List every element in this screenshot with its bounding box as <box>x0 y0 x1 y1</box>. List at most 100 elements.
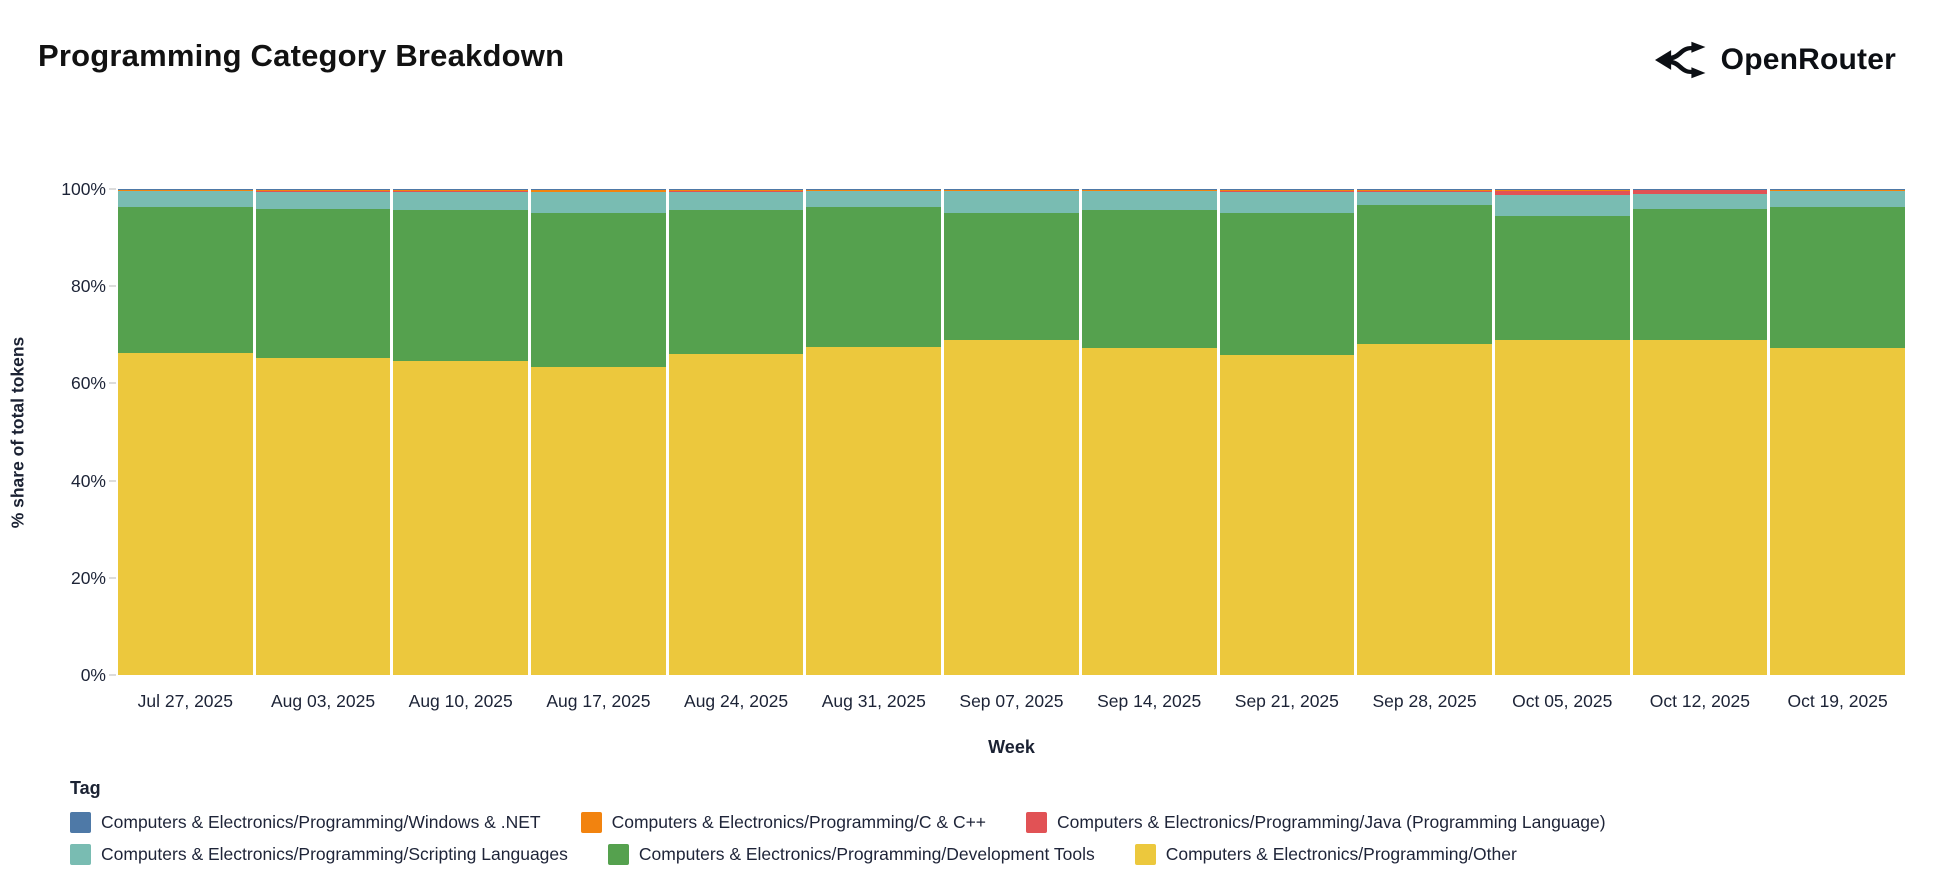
bar-segment[interactable] <box>1770 191 1905 207</box>
x-tick-label: Sep 21, 2025 <box>1234 691 1339 711</box>
y-tick-mark <box>109 576 116 579</box>
bar-segment[interactable] <box>944 339 1079 675</box>
brand-name: OpenRouter <box>1720 43 1896 76</box>
legend-item[interactable]: Computers & Electronics/Programming/Deve… <box>607 844 1095 865</box>
legend-item[interactable]: Computers & Electronics/Programming/Othe… <box>1134 844 1517 865</box>
bar-segment[interactable] <box>1357 189 1492 192</box>
bar-segment[interactable] <box>118 189 253 191</box>
stacked-bar[interactable] <box>1357 189 1492 675</box>
bar-segment[interactable] <box>1081 210 1217 348</box>
x-tick-label: Aug 17, 2025 <box>546 691 651 711</box>
stacked-bar[interactable] <box>1770 189 1905 675</box>
bar-segment[interactable] <box>255 191 391 210</box>
x-tick-label: Oct 12, 2025 <box>1649 691 1751 711</box>
stacked-bar[interactable] <box>806 189 942 675</box>
openrouter-brand[interactable]: OpenRouter <box>1654 34 1896 86</box>
y-tick-label: 40% <box>70 470 106 491</box>
bar-segment[interactable] <box>255 358 391 675</box>
stacked-bar[interactable] <box>944 189 1079 675</box>
bar-segment[interactable] <box>118 207 253 353</box>
bar-segment[interactable] <box>1632 208 1768 341</box>
bar-segment[interactable] <box>944 191 1079 213</box>
x-tick-label: Aug 10, 2025 <box>408 691 513 711</box>
bar-segment[interactable] <box>1081 189 1217 191</box>
bar-segment[interactable] <box>1494 215 1630 341</box>
bar-segment[interactable] <box>1494 194 1630 216</box>
stacked-bar-plot <box>118 189 1905 675</box>
x-tick-label: Jul 27, 2025 <box>137 691 234 711</box>
bar-segment[interactable] <box>118 352 253 675</box>
bar-segment[interactable] <box>668 189 804 192</box>
bar-segment[interactable] <box>255 189 391 192</box>
bar-segment[interactable] <box>668 191 804 210</box>
stacked-bar[interactable] <box>1081 189 1217 675</box>
bar-segment[interactable] <box>1632 340 1768 675</box>
bar-segment[interactable] <box>1494 189 1630 191</box>
legend-label: Computers & Electronics/Programming/Othe… <box>1165 844 1517 864</box>
bar-segment[interactable] <box>255 209 391 359</box>
bar-segment[interactable] <box>1219 212 1355 356</box>
bar-segment[interactable] <box>1494 190 1630 195</box>
bar-segment[interactable] <box>531 212 666 367</box>
x-tick-label: Aug 31, 2025 <box>821 691 926 711</box>
bar-segment[interactable] <box>393 189 529 192</box>
bar-segment[interactable] <box>393 191 529 211</box>
bar-segment[interactable] <box>1357 344 1492 675</box>
stacked-bar[interactable] <box>393 189 529 675</box>
bar-segment[interactable] <box>393 210 529 362</box>
legend-item[interactable]: Computers & Electronics/Programming/Java… <box>1026 812 1606 833</box>
y-tick-label: 100% <box>61 179 106 199</box>
x-tick-label: Sep 14, 2025 <box>1097 691 1202 711</box>
stacked-bar[interactable] <box>668 189 804 675</box>
y-tick-label: 80% <box>70 276 106 297</box>
bar-segment[interactable] <box>1494 340 1630 675</box>
stacked-bar[interactable] <box>255 189 391 675</box>
legend-swatch-icon <box>70 844 91 865</box>
bar-segment[interactable] <box>393 361 529 675</box>
y-tick-label: 0% <box>80 665 106 685</box>
legend-swatch-icon <box>1134 844 1156 865</box>
bar-segment[interactable] <box>1219 189 1355 192</box>
bar-segment[interactable] <box>1632 190 1768 195</box>
y-tick-label: 60% <box>70 373 106 394</box>
openrouter-logo-icon <box>1654 41 1706 79</box>
bar-segment[interactable] <box>118 191 253 207</box>
bar-segment[interactable] <box>1770 206 1905 348</box>
bar-segment[interactable] <box>668 354 804 675</box>
bar-segment[interactable] <box>1770 347 1905 675</box>
bar-segment[interactable] <box>1219 355 1355 675</box>
stacked-bar[interactable] <box>531 189 666 675</box>
bar-segment[interactable] <box>1357 191 1492 205</box>
bar-segment[interactable] <box>806 206 942 347</box>
bar-segment[interactable] <box>531 189 666 192</box>
y-axis-title: % share of total tokens <box>7 336 28 529</box>
y-tick-mark <box>109 188 116 190</box>
bar-segment[interactable] <box>806 191 942 207</box>
bar-segment[interactable] <box>1081 347 1217 675</box>
bar-segment[interactable] <box>668 209 804 355</box>
stacked-bar[interactable] <box>1632 189 1768 675</box>
stacked-bar[interactable] <box>1494 189 1630 675</box>
legend-label: Computers & Electronics/Programming/Scri… <box>101 844 568 864</box>
legend-item[interactable]: Computers & Electronics/Programming/Scri… <box>70 844 568 865</box>
x-tick-label: Sep 07, 2025 <box>959 691 1064 711</box>
bar-segment[interactable] <box>1219 191 1355 213</box>
stacked-bar[interactable] <box>118 189 253 675</box>
bar-segment[interactable] <box>1770 189 1905 191</box>
bar-segment[interactable] <box>944 212 1079 340</box>
bar-segment[interactable] <box>944 189 1079 191</box>
bar-segment[interactable] <box>806 346 942 675</box>
bar-segment[interactable] <box>1632 189 1768 191</box>
legend: Tag Computers & Electronics/Programming/… <box>70 778 1606 876</box>
legend-item[interactable]: Computers & Electronics/Programming/Wind… <box>70 812 541 833</box>
bar-segment[interactable] <box>531 366 666 675</box>
bar-segment[interactable] <box>806 189 942 191</box>
bar-segment[interactable] <box>1081 191 1217 211</box>
legend-swatch-icon <box>1026 812 1048 833</box>
legend-item[interactable]: Computers & Electronics/Programming/C & … <box>580 812 986 833</box>
bar-segment[interactable] <box>1357 204 1492 345</box>
bar-segment[interactable] <box>1632 194 1768 209</box>
bar-segment[interactable] <box>531 192 666 213</box>
stacked-bar[interactable] <box>1219 189 1355 675</box>
